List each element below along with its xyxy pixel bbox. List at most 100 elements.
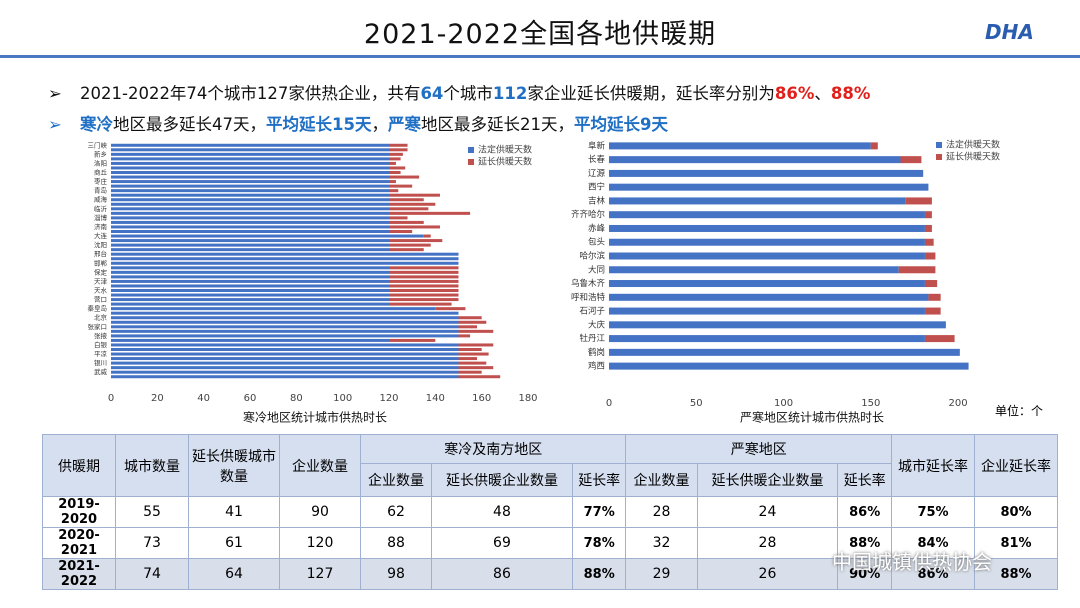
bar-segment: [458, 361, 487, 365]
bar-segment: [111, 220, 389, 224]
bar-segment: [111, 357, 459, 361]
x-tick-label: 100: [333, 393, 352, 404]
bullet-text: 家企业延长供暖期，延长率分别为: [527, 84, 775, 103]
bar-segment: [609, 307, 925, 315]
bar-segment: [389, 189, 399, 193]
table-cell: 127: [279, 558, 361, 590]
bar-segment: [111, 193, 389, 197]
bar-segment: [924, 211, 932, 219]
header-cell: 企业延长率: [974, 434, 1058, 497]
bar-segment: [458, 357, 478, 361]
bar-segment: [389, 302, 452, 306]
bar-segment: [458, 325, 478, 329]
bar-segment: [389, 284, 459, 288]
bullet-text: 严寒: [387, 115, 421, 134]
bullet-text: 86%: [774, 84, 815, 103]
bar-segment: [111, 316, 459, 320]
bar-segment: [111, 320, 459, 324]
bar-segment: [111, 275, 389, 279]
y-tick-label: 白银: [94, 340, 108, 349]
bar-segment: [111, 307, 436, 311]
bullet-text: 、: [814, 84, 831, 103]
y-tick-label: 大庆: [588, 319, 606, 330]
table-cell: 41: [188, 496, 280, 528]
bar-segment: [609, 266, 899, 274]
table-cell: 88%: [837, 527, 892, 559]
y-tick-label: 洛阳: [94, 158, 107, 167]
table-cell: 84%: [891, 527, 975, 559]
x-tick-label: 150: [861, 398, 880, 409]
table-cell: 29: [625, 558, 698, 590]
bar-segment: [111, 248, 389, 252]
x-tick-label: 40: [197, 393, 210, 404]
y-tick-label: 阜新: [588, 140, 606, 151]
bar-segment: [389, 202, 436, 206]
bar-segment: [111, 311, 459, 315]
header-cell: 延长率: [571, 463, 627, 497]
bar-segment: [389, 161, 396, 165]
bullet-text: 平均延长9天: [573, 115, 668, 134]
bar-segment: [111, 279, 389, 283]
bar-segment: [389, 157, 401, 161]
bar-segment: [389, 338, 436, 342]
bullet-text: 地区最多延长47天，: [113, 115, 266, 134]
table-row: 2020-2021 73 61 120 88 69 78% 32 28 88% 84% 81%: [42, 527, 1058, 559]
bullet-text: 2021-2022年74个城市127家供热企业，共有: [80, 84, 421, 103]
y-tick-label: 邯郸: [94, 259, 108, 267]
bar-segment: [111, 348, 459, 351]
header-cell: 企业数量: [625, 463, 698, 497]
bar-segment: [924, 335, 955, 343]
legend-swatch: [936, 142, 942, 148]
table-cell: 88: [359, 527, 433, 559]
x-tick-label: 0: [108, 393, 114, 404]
bar-segment: [900, 156, 922, 164]
bar-segment: [423, 234, 431, 238]
bar-segment: [111, 230, 389, 233]
bar-segment: [389, 239, 443, 243]
y-tick-label: 石河子: [579, 306, 605, 317]
y-tick-label: 平凉: [94, 349, 108, 358]
x-axis-title: 寒冷地区统计城市供热时长: [243, 410, 387, 425]
header-cell: 城市延长率: [891, 434, 975, 497]
bar-segment: [111, 175, 389, 179]
table-cell: 28: [696, 527, 839, 559]
y-tick-label: 天津: [94, 277, 108, 285]
x-tick-label: 180: [518, 393, 537, 404]
table-cell: 98: [359, 558, 433, 590]
bar-segment: [389, 293, 459, 297]
header-cell: 延长供暖企业数量: [696, 463, 839, 497]
y-tick-label: 秦皇岛: [88, 304, 108, 313]
bar-segment: [111, 338, 389, 342]
bar-segment: [389, 266, 459, 270]
charts: 0 20 40 60 80 100 120 140 160 180 寒冷地区统计城市供热时长 三门峡新…: [88, 139, 1001, 425]
bar-segment: [111, 266, 389, 270]
bar-segment: [111, 298, 389, 302]
table-cell: 80%: [974, 496, 1058, 528]
bar-segment: [111, 202, 389, 206]
bar-segment: [111, 334, 459, 338]
table-cell: 75%: [891, 496, 975, 528]
y-tick-label: 济南: [94, 222, 108, 231]
bullet-text: 112: [492, 84, 528, 103]
title-rule: [0, 55, 1080, 58]
y-tick-label: 哈尔滨: [579, 251, 605, 262]
y-tick-label: 北京: [94, 313, 108, 322]
bar-segment: [389, 148, 408, 152]
bar-segment: [458, 375, 501, 379]
y-tick-label: 保定: [94, 267, 108, 276]
y-tick-label: 淄博: [94, 213, 108, 222]
bar-segment: [111, 171, 389, 174]
bar-segment: [111, 293, 389, 297]
y-tick-label: 银川: [94, 358, 107, 367]
y-tick-label: 威海: [94, 195, 108, 204]
bar-segment: [111, 211, 389, 215]
table-cell: 77%: [571, 496, 627, 528]
bar-segment: [389, 175, 420, 179]
bar-segment: [924, 252, 936, 260]
header-cell: 企业数量: [359, 463, 433, 497]
table-cell: 88%: [571, 558, 627, 590]
bar-segment: [458, 348, 482, 351]
bar-segment: [111, 252, 459, 256]
legend-label: 延长供暖天数: [478, 156, 532, 168]
bar-segment: [111, 234, 424, 238]
